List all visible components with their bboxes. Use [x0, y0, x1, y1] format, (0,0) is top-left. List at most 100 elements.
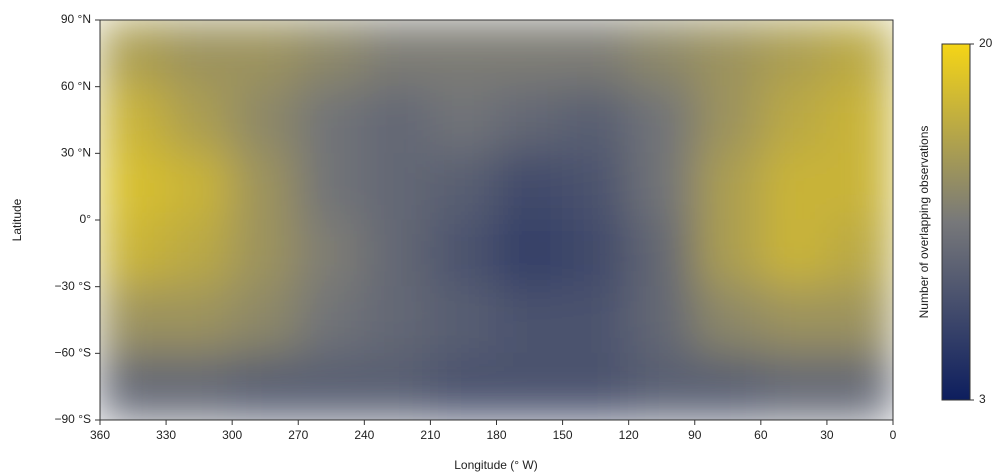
- heat-cell: [694, 20, 761, 88]
- heat-cell: [298, 353, 365, 421]
- heat-cell: [232, 353, 299, 421]
- heat-cell: [364, 153, 431, 221]
- heat-cell: [100, 220, 167, 288]
- heat-cell: [562, 353, 629, 421]
- heat-cell: [166, 220, 233, 288]
- heat-cell: [694, 86, 761, 154]
- heat-cell: [430, 20, 497, 88]
- heat-cell: [430, 220, 497, 288]
- heat-cell: [166, 353, 233, 421]
- heat-cell: [562, 220, 629, 288]
- heat-cell: [562, 286, 629, 354]
- heat-cell: [232, 20, 299, 88]
- heat-cell: [826, 86, 893, 154]
- heat-cell: [496, 153, 563, 221]
- y-tick-label: 90 °N: [61, 12, 91, 26]
- x-tick-label: 330: [156, 428, 176, 442]
- heat-cell: [826, 353, 893, 421]
- heat-cell: [100, 20, 167, 88]
- heat-cell: [298, 286, 365, 354]
- heat-cell: [496, 220, 563, 288]
- heat-cell: [430, 353, 497, 421]
- chart: Longitude (° W) Latitude Number of overl…: [0, 0, 1000, 476]
- heat-cell: [628, 86, 695, 154]
- heat-cell: [166, 86, 233, 154]
- x-tick-label: 240: [354, 428, 374, 442]
- heat-cell: [364, 353, 431, 421]
- x-tick-label: 120: [619, 428, 639, 442]
- x-tick-label: 150: [553, 428, 573, 442]
- heat-cell: [628, 20, 695, 88]
- heat-cell: [100, 286, 167, 354]
- heat-cell: [364, 86, 431, 154]
- heat-cell: [430, 286, 497, 354]
- heat-cell: [232, 286, 299, 354]
- heat-cell: [100, 86, 167, 154]
- heat-cell: [166, 20, 233, 88]
- heat-cell: [628, 353, 695, 421]
- heat-cell: [760, 353, 827, 421]
- heat-cell: [760, 20, 827, 88]
- heat-cell: [298, 153, 365, 221]
- heat-cell: [562, 20, 629, 88]
- x-tick-label: 60: [754, 428, 768, 442]
- heat-cell: [298, 86, 365, 154]
- y-tick-label: −90 °S: [55, 412, 92, 426]
- heat-cell: [826, 220, 893, 288]
- y-tick-label: 0°: [80, 212, 92, 226]
- heatmap: [100, 20, 894, 421]
- heat-cell: [232, 86, 299, 154]
- heat-cell: [232, 153, 299, 221]
- x-tick-label: 90: [688, 428, 702, 442]
- heat-cell: [430, 153, 497, 221]
- heat-cell: [760, 220, 827, 288]
- y-tick-label: −30 °S: [55, 279, 92, 293]
- heat-cell: [430, 86, 497, 154]
- heat-cell: [298, 20, 365, 88]
- x-tick-label: 0: [890, 428, 897, 442]
- heat-cell: [496, 353, 563, 421]
- x-axis-label: Longitude (° W): [454, 458, 538, 472]
- heat-cell: [760, 86, 827, 154]
- y-tick-label: −60 °S: [55, 346, 92, 360]
- x-tick-label: 360: [90, 428, 110, 442]
- heat-cell: [496, 286, 563, 354]
- heat-cell: [100, 353, 167, 421]
- heat-cell: [364, 286, 431, 354]
- x-tick-label: 30: [820, 428, 834, 442]
- heat-cell: [232, 220, 299, 288]
- heat-cell: [694, 286, 761, 354]
- colorbar: [942, 44, 970, 400]
- heat-cell: [760, 153, 827, 221]
- heat-cell: [826, 286, 893, 354]
- colorbar-tick-label: 3: [979, 392, 986, 406]
- heat-cell: [826, 20, 893, 88]
- heat-cell: [628, 153, 695, 221]
- colorbar-tick-label: 20: [979, 36, 993, 50]
- y-tick-label: 60 °N: [61, 79, 91, 93]
- y-tick-label: 30 °N: [61, 146, 91, 160]
- heat-cell: [100, 153, 167, 221]
- x-tick-label: 180: [486, 428, 506, 442]
- heat-cell: [562, 153, 629, 221]
- heat-cell: [166, 153, 233, 221]
- heat-cell: [562, 86, 629, 154]
- heat-cell: [364, 20, 431, 88]
- heat-cell: [628, 220, 695, 288]
- heat-cell: [760, 286, 827, 354]
- heat-cell: [364, 220, 431, 288]
- heat-cell: [496, 86, 563, 154]
- heat-cell: [298, 220, 365, 288]
- heat-cell: [496, 20, 563, 88]
- heat-cell: [826, 153, 893, 221]
- x-tick-label: 210: [420, 428, 440, 442]
- heat-cell: [694, 220, 761, 288]
- y-axis-label: Latitude: [10, 198, 24, 241]
- heat-cell: [694, 353, 761, 421]
- colorbar-label: Number of overlapping observations: [917, 126, 931, 319]
- heat-cell: [166, 286, 233, 354]
- heat-cell: [694, 153, 761, 221]
- x-tick-label: 270: [288, 428, 308, 442]
- x-tick-label: 300: [222, 428, 242, 442]
- heat-cell: [628, 286, 695, 354]
